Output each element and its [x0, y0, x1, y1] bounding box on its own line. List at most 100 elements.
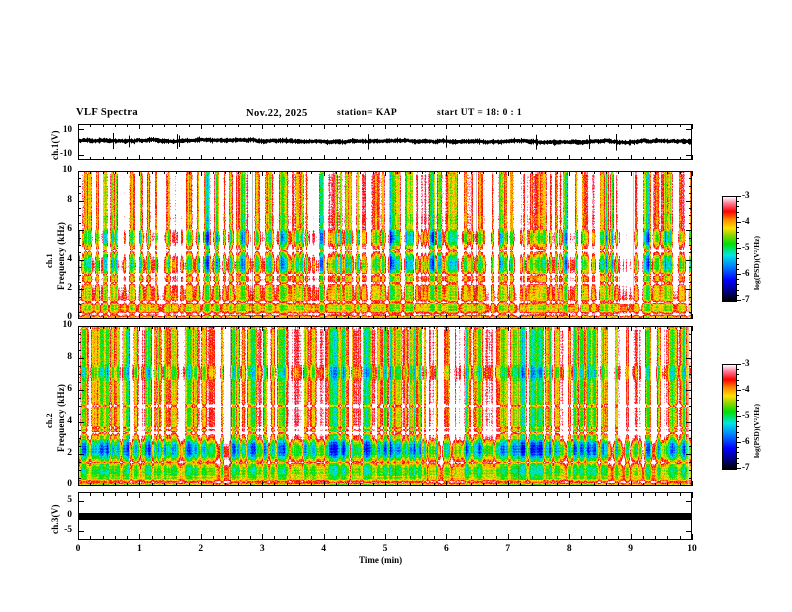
axis-tick [557, 492, 558, 496]
axis-tick [78, 374, 81, 375]
axis-tick [311, 536, 312, 540]
axis-tick [459, 171, 460, 174]
axis-tick [152, 492, 153, 496]
axis-tick [201, 314, 202, 319]
axis-tick [692, 326, 693, 331]
axis-tick [606, 492, 607, 496]
axis-tick [446, 326, 447, 331]
axis-tick [483, 536, 484, 540]
axis-tick [667, 124, 668, 127]
axis-tick [225, 124, 226, 127]
axis-tick [78, 516, 84, 517]
axis-tick [262, 124, 263, 129]
axis-tick [152, 124, 153, 127]
axis-tick [373, 316, 374, 319]
axis-tick [139, 314, 140, 319]
axis-tick [201, 492, 202, 498]
axis-tick [78, 267, 81, 268]
axis-tick [422, 157, 423, 160]
axis-tick [397, 171, 398, 174]
figure-title: VLF Spectra [76, 107, 139, 118]
axis-tick [594, 124, 595, 127]
axis-tick [287, 536, 288, 540]
axis-tick [78, 260, 84, 261]
x-tick-label-7: 7 [505, 544, 511, 554]
axis-tick [736, 458, 739, 459]
axis-tick [78, 531, 84, 532]
ch2-spectrogram-image [79, 327, 691, 485]
axis-tick [736, 227, 739, 228]
axis-tick [581, 326, 582, 329]
axis-tick [103, 157, 104, 160]
axis-tick [508, 124, 509, 129]
axis-tick [569, 155, 570, 160]
axis-tick [736, 295, 739, 296]
axis-tick [189, 157, 190, 160]
axis-tick [299, 492, 300, 496]
axis-tick [680, 124, 681, 127]
axis-tick [164, 316, 165, 319]
axis-tick [189, 326, 190, 329]
axis-tick [410, 157, 411, 160]
axis-tick [274, 124, 275, 127]
axis-tick [78, 297, 81, 298]
axis-tick [164, 536, 165, 540]
axis-tick [127, 536, 128, 540]
axis-tick [201, 171, 202, 176]
axis-tick [176, 326, 177, 329]
axis-tick [422, 483, 423, 486]
axis-tick [689, 208, 692, 209]
cb2-tick--5: -5 [742, 410, 750, 420]
axis-tick [90, 326, 91, 329]
axis-tick [262, 314, 263, 319]
axis-tick [594, 171, 595, 174]
axis-tick [446, 481, 447, 486]
axis-tick [139, 481, 140, 486]
ch3-ytick-0: 0 [67, 510, 72, 520]
axis-tick [385, 481, 386, 486]
axis-tick [689, 478, 692, 479]
axis-tick [152, 316, 153, 319]
axis-tick [152, 536, 153, 540]
axis-tick [78, 350, 81, 351]
axis-tick [324, 481, 325, 486]
axis-tick [176, 157, 177, 160]
axis-tick [508, 481, 509, 486]
axis-tick [532, 536, 533, 540]
ch1-spec-ytick-10: 10 [62, 165, 73, 175]
axis-tick [299, 536, 300, 540]
axis-tick [434, 492, 435, 496]
axis-tick [103, 124, 104, 127]
axis-tick [262, 534, 263, 540]
axis-tick [287, 124, 288, 127]
axis-tick [736, 217, 739, 218]
axis-tick [262, 155, 263, 160]
axis-tick [127, 326, 128, 329]
axis-tick [274, 492, 275, 496]
axis-tick [78, 186, 81, 187]
axis-tick [422, 326, 423, 329]
axis-tick [532, 492, 533, 496]
axis-tick [115, 492, 116, 496]
axis-tick [680, 326, 681, 329]
axis-tick [496, 536, 497, 540]
ch1-spectrogram-panel [78, 171, 692, 319]
axis-tick [348, 124, 349, 127]
ch2-spectrogram-panel [78, 326, 692, 486]
axis-tick [287, 326, 288, 329]
axis-tick [262, 492, 263, 498]
axis-tick [410, 316, 411, 319]
axis-tick [78, 485, 84, 486]
axis-tick [189, 316, 190, 319]
axis-tick [471, 157, 472, 160]
axis-tick [557, 536, 558, 540]
colorbar-ch1 [722, 196, 737, 302]
axis-tick [459, 316, 460, 319]
x-tick-label-0: 0 [75, 544, 81, 554]
axis-tick [520, 171, 521, 174]
axis-tick [238, 536, 239, 540]
axis-tick [686, 201, 692, 202]
axis-tick [348, 326, 349, 329]
axis-tick [667, 157, 668, 160]
axis-tick [692, 155, 693, 160]
